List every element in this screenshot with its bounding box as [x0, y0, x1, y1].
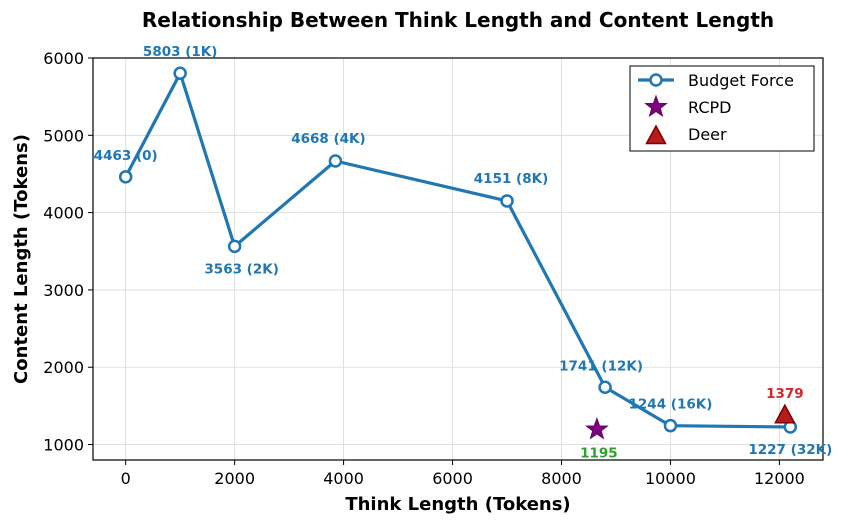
- data-point: [227, 239, 242, 254]
- data-label: 1227 (32K): [748, 442, 832, 458]
- plot-frame: [92, 57, 824, 461]
- series-rcpd: 1195: [580, 416, 618, 461]
- x-axis-label: Think Length (Tokens): [345, 494, 570, 515]
- x-tick-label: 6000: [432, 469, 473, 488]
- deer-triangle-marker: [774, 403, 796, 424]
- data-label: 4151 (8K): [474, 171, 548, 187]
- legend-label: RCPD: [688, 98, 731, 117]
- data-point: [173, 66, 187, 80]
- data-point: [598, 380, 612, 395]
- data-label: 4668 (4K): [291, 131, 365, 147]
- data-point: [663, 418, 678, 433]
- data-label: 1379: [766, 386, 804, 402]
- rcpd-star-marker: [585, 416, 609, 440]
- x-tick-label: 2000: [214, 469, 255, 488]
- data-point: [500, 194, 514, 208]
- data-label: 3563 (2K): [204, 261, 278, 277]
- data-point: [328, 154, 343, 168]
- legend-label: Deer: [688, 125, 727, 144]
- y-tick-label: 4000: [43, 204, 84, 223]
- series-budget-force: 4463 (0) 5803 (1K) 3563 (2K) 4668 (4K) 4151 …: [94, 44, 833, 458]
- legend-circle-swatch: [649, 73, 663, 87]
- axes: 0 2000 4000 6000 8000 10000 12000 1000 2000 3000 4…: [43, 49, 824, 488]
- series-deer: 1379: [766, 386, 804, 424]
- y-tick-label: 2000: [43, 358, 84, 377]
- legend: Budget Force RCPD Deer: [629, 65, 815, 152]
- legend-star-swatch: [644, 94, 668, 118]
- data-label: 5803 (1K): [143, 44, 217, 60]
- x-tick-label: 8000: [541, 469, 582, 488]
- data-point: [118, 170, 133, 184]
- y-tick-label: 6000: [43, 49, 84, 68]
- data-label: 1741 (12K): [559, 358, 643, 374]
- y-axis-label: Content Length (Tokens): [11, 134, 32, 384]
- data-label: 4463 (0): [94, 148, 158, 164]
- x-tick-label: 10000: [645, 469, 696, 488]
- legend-label: Budget Force: [688, 71, 794, 90]
- legend-triangle-swatch: [645, 124, 667, 145]
- series-layer: 4463 (0) 5803 (1K) 3563 (2K) 4668 (4K) 4151 …: [94, 44, 833, 461]
- y-tick-label: 1000: [43, 436, 84, 455]
- x-tick-label: 0: [121, 469, 131, 488]
- data-label: 1244 (16K): [629, 397, 713, 413]
- y-tick-label: 5000: [43, 126, 84, 145]
- chart-title: Relationship Between Think Length and Co…: [142, 8, 774, 32]
- data-label: 1195: [580, 445, 618, 461]
- series-line: [124, 71, 791, 429]
- y-tick-label: 3000: [43, 281, 84, 300]
- x-tick-label: 12000: [754, 469, 805, 488]
- x-tick-label: 4000: [323, 469, 364, 488]
